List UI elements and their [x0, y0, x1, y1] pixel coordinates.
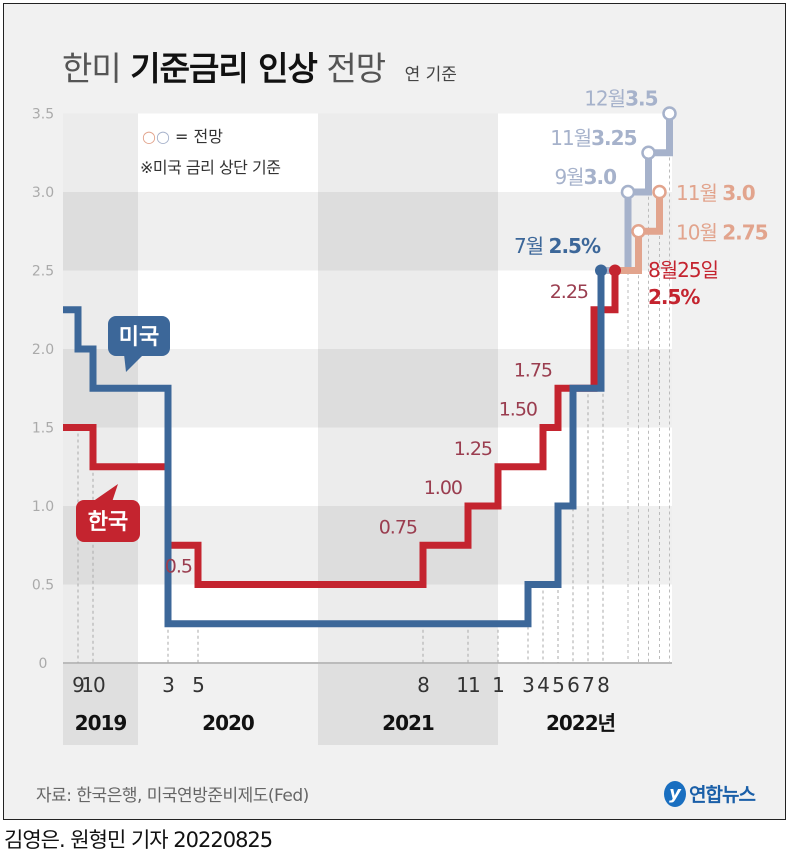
y-tick-label: 1.0	[32, 499, 54, 515]
korea-value-label: 2.25	[550, 281, 588, 303]
korea-forecast-point	[631, 224, 646, 239]
month-tick-label: 11	[456, 673, 479, 697]
month-tick-label: 5	[192, 673, 204, 697]
month-tick-label: 4	[537, 673, 549, 697]
us-current-dot	[595, 264, 607, 277]
horizontal-band	[63, 192, 672, 271]
month-tick-label: 8	[417, 673, 429, 697]
month-tick-label: 9	[72, 673, 84, 697]
korea-current-value: 2.5%	[648, 285, 700, 309]
forecast-month: 12월	[584, 87, 625, 111]
infographic-frame: 2019 2020 2021 2022년 0 0.5 1.0 1.5 2.0 2.5 3.0 3.5 9…	[3, 3, 786, 820]
month-tick-label: 3	[522, 673, 534, 697]
y-tick-label: 2.0	[32, 342, 54, 358]
y-tick-label: 2.5	[32, 264, 54, 280]
korea-forecast-label: 11월 3.0	[676, 181, 755, 205]
korea-forecast-point	[652, 184, 667, 200]
month-tick-label: 6	[567, 673, 579, 697]
forecast-value: 2.75	[722, 220, 767, 244]
korea-current-dot	[609, 264, 621, 277]
us-forecast-label: 9월3.0	[554, 165, 616, 189]
us-forecast-point	[662, 106, 677, 121]
korea-value-label: 1.50	[499, 399, 537, 421]
korea-callout-label: 한국	[88, 510, 128, 535]
title-part2: 전망	[326, 49, 386, 88]
forecast-month: 9월	[554, 165, 583, 189]
month-tick-label: 7	[582, 673, 594, 697]
forecast-value: 3.0	[722, 181, 755, 205]
y-tick-label: 3.5	[32, 107, 54, 123]
forecast-month: 11월	[676, 181, 722, 205]
yonhap-logo-icon: y	[664, 780, 686, 807]
korea-current-date: 8월25일	[648, 258, 718, 282]
month-tick-label: 1	[492, 673, 504, 697]
title-unit: 연 기준	[404, 65, 457, 85]
us-forecast-point	[620, 184, 636, 200]
title-bold: 기준금리 인상	[130, 49, 318, 88]
chart-title: 한미 기준금리 인상 전망 연 기준	[62, 42, 457, 90]
us-current-value: 2.5%	[549, 234, 601, 258]
legend-forecast-label: = 전망	[170, 127, 223, 146]
source-text: 자료: 한국은행, 미국연방준비제도(Fed)	[36, 786, 309, 806]
korea-forecast-marker-icon: ○	[142, 127, 156, 146]
us-forecast-label: 12월3.5	[584, 87, 657, 111]
korea-value-label: 0.75	[379, 516, 417, 538]
yonhap-logo: y 연합뉴스	[664, 780, 756, 807]
us-callout-tail	[124, 354, 144, 372]
month-tick-label: 3	[162, 673, 174, 697]
byline: 김영은. 원형민 기자 20220825	[4, 828, 273, 852]
us-current-label: 7월 2.5%	[514, 234, 601, 258]
year-label: 2020	[202, 711, 254, 735]
month-tick-label: 5	[552, 673, 564, 697]
us-callout-box	[108, 316, 170, 356]
us-rate-line	[63, 270, 605, 628]
yonhap-logo-text: 연합뉴스	[689, 784, 756, 806]
y-tick-label: 1.5	[32, 421, 54, 437]
us-callout-label: 미국	[119, 325, 159, 350]
us-current-month: 7월	[514, 234, 548, 258]
korea-value-label: 1.25	[454, 438, 492, 460]
forecast-value: 3.25	[591, 126, 636, 150]
year-label: 2019	[75, 711, 127, 735]
forecast-value: 3.0	[584, 165, 617, 189]
korea-callout-box	[76, 500, 140, 542]
legend-forecast: ○○ = 전망	[142, 127, 223, 146]
korea-value-label: 1.00	[424, 477, 462, 499]
forecast-month: 10월	[676, 220, 722, 244]
year-label: 2021	[382, 711, 434, 735]
korea-value-label: 1.75	[514, 359, 552, 381]
us-forecast-label: 11월3.25	[550, 126, 636, 150]
year-label: 2022년	[546, 711, 615, 735]
month-tick-label: 8	[597, 673, 609, 697]
month-tick-label: 10	[81, 673, 105, 697]
y-tick-label: 0.5	[32, 578, 54, 594]
title-part1: 한미	[62, 49, 122, 88]
us-forecast-point	[641, 145, 656, 160]
korea-callout-tail	[92, 484, 118, 502]
rate-chart: 2019 2020 2021 2022년 0 0.5 1.0 1.5 2.0 2.5 3.0 3.5 9…	[32, 87, 769, 745]
legend-note: ※미국 금리 상단 기준	[140, 158, 280, 177]
us-forecast-marker-icon: ○	[156, 127, 170, 146]
korea-value-label: 0.5	[165, 556, 192, 578]
forecast-value: 3.5	[625, 87, 658, 111]
year-band	[318, 113, 498, 745]
korea-forecast-label: 10월 2.75	[676, 220, 768, 244]
y-tick-label: 0	[39, 656, 48, 672]
y-tick-label: 3.0	[32, 185, 54, 201]
forecast-month: 11월	[550, 126, 591, 150]
